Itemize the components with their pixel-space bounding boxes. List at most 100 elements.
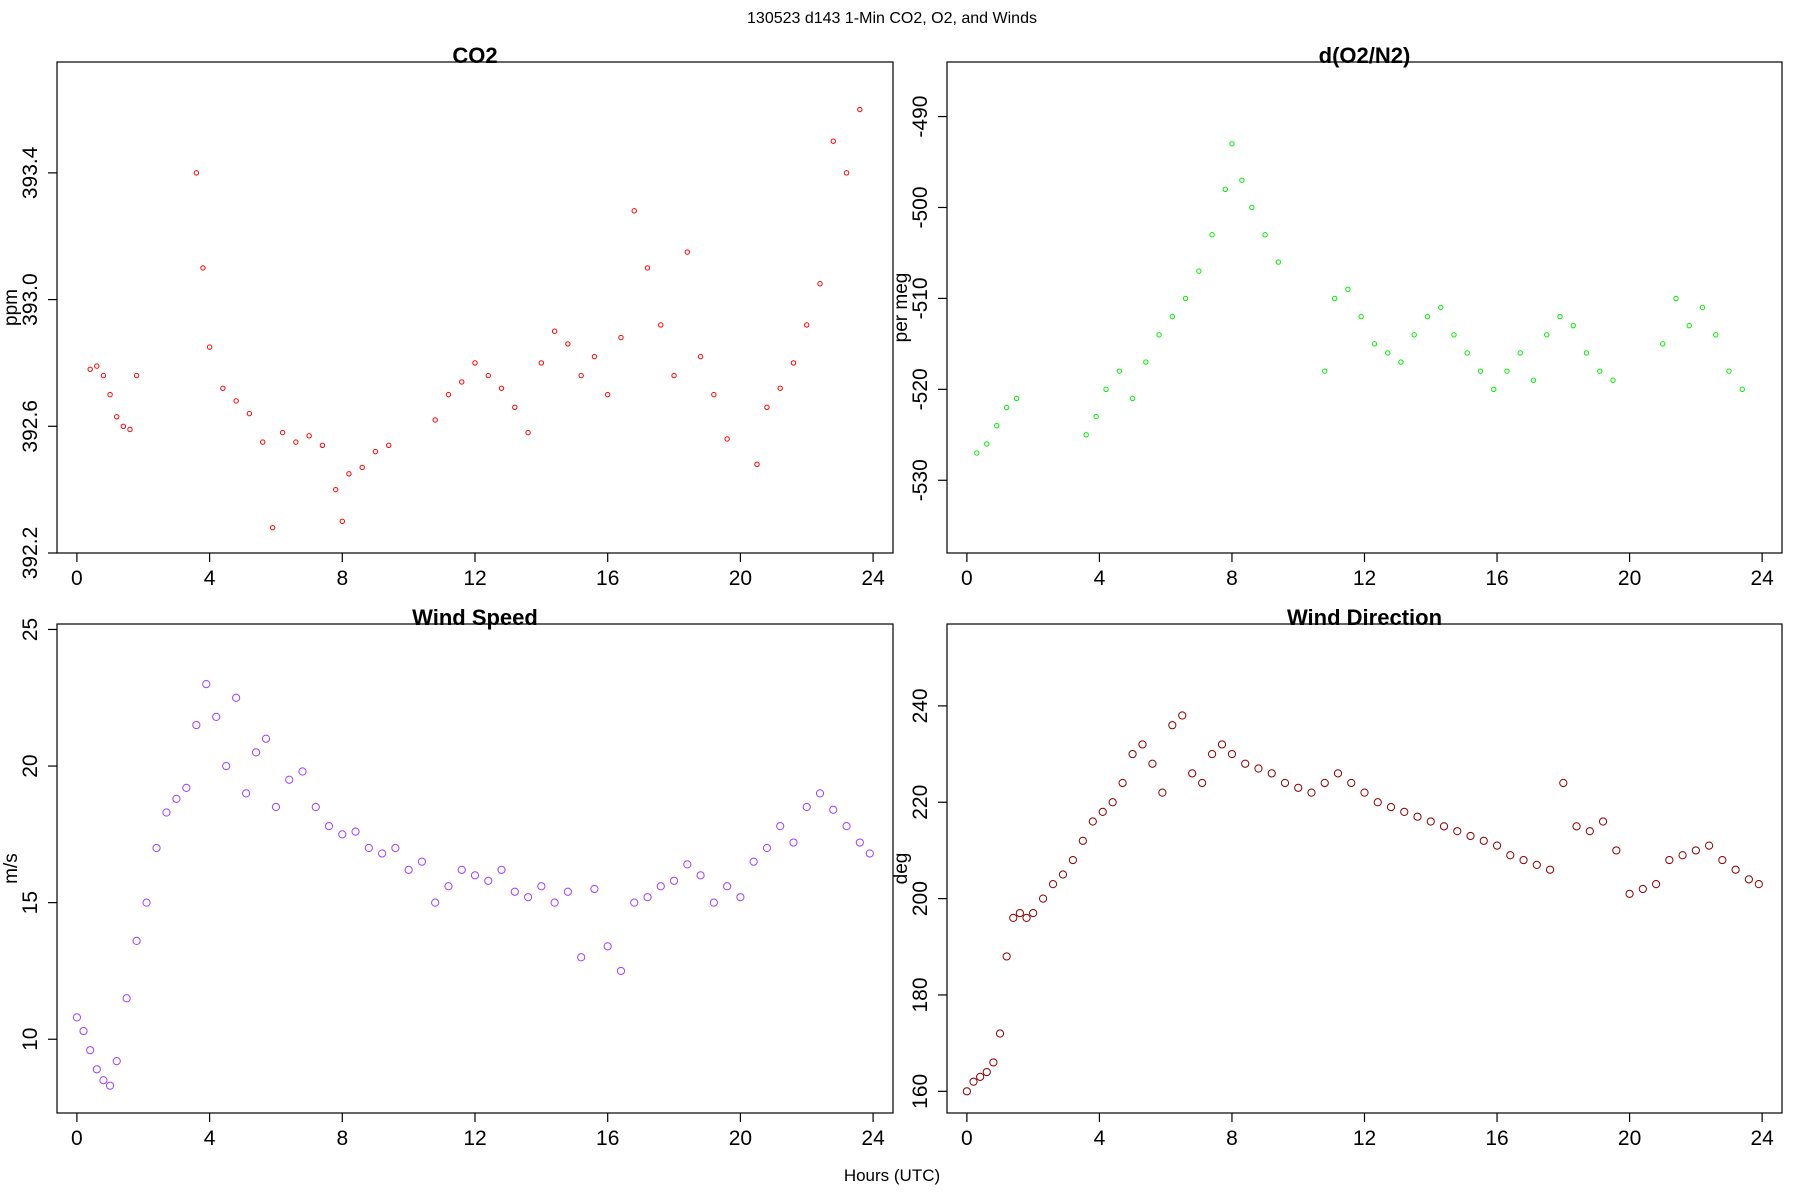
wind_dir-point [1612,846,1621,855]
o2-ylabel: per meg [891,273,912,343]
wind_speed-point [182,783,191,793]
wind_speed-point [736,893,745,902]
co2-point [107,391,113,398]
wind_dir-point [1227,749,1237,759]
wind_speed-point [590,884,599,894]
wind_speed-point [855,838,864,847]
figure-title: 130523 d143 1-Min CO2, O2, and Winds [747,10,1037,27]
wind_dir-point [1691,846,1700,855]
wind_speed-point [484,876,493,885]
wind_dir-point [1241,759,1250,768]
wind_speed-point [72,1013,82,1022]
wind_dir-point [1307,788,1316,797]
wind_dir-point [1413,812,1422,821]
wind_speed-point [298,767,307,776]
co2-ylabel: ppm [1,289,22,326]
co2-point [306,433,312,439]
o2-point [1491,386,1497,393]
wind_dir-xtick-label: 4 [1094,1127,1106,1150]
wind_dir-point [982,1067,991,1077]
wind_speed-ylabel: m/s [1,853,22,884]
wind_dir-xtick-label: 20 [1618,1127,1641,1150]
wind_speed-point [563,887,572,896]
o2-point [1003,404,1010,411]
o2-xtick-label: 0 [961,567,973,590]
wind_speed-point [577,953,586,962]
co2-point [246,410,253,417]
o2-point [1169,313,1176,320]
wind_speed-point [523,893,533,902]
wind_dir-point [989,1058,998,1067]
co2-ytick-label: 392.2 [19,527,42,580]
co2-point [498,385,505,391]
wind_dir-point [1158,788,1167,797]
o2-point [1156,332,1162,338]
co2-point [538,360,545,366]
wind_speed-point [417,857,427,866]
co2-point [359,464,365,471]
wind_dir-point [962,1087,971,1096]
wind_speed-point [99,1076,108,1085]
wind_speed-point [122,994,131,1003]
o2-point [1093,413,1099,420]
wind_dir-point [1333,769,1343,778]
o2-point [1610,377,1616,383]
wind_dir-point [1559,778,1568,788]
wind_dir-point [1168,721,1177,730]
o2-point [1275,259,1282,265]
co2-plot-frame [56,61,894,554]
wind_dir-point [1038,894,1048,903]
co2-point [671,372,677,379]
co2-point [459,379,465,385]
co2-point [372,448,379,455]
wind_speed-point [829,805,838,814]
wind_speed-point [696,871,705,880]
wind_speed-point [351,827,360,836]
o2-point [1209,232,1215,238]
o2-xtick-label: 20 [1618,567,1641,590]
co2-point [319,442,326,448]
co2-point [206,344,213,350]
wind_speed-point [815,789,825,798]
wind_speed-point [550,898,559,907]
o2-point [1504,368,1510,374]
o2-xtick-label: 16 [1485,567,1508,590]
wind_dir-point [1048,880,1058,889]
wind_dir-point [1118,778,1127,788]
wind_speed-xtick-label: 8 [336,1127,348,1150]
wind_speed-point [324,822,334,831]
o2-point [1673,295,1679,302]
wind_dir-ytick-label: 160 [909,1074,932,1109]
co2-point [857,106,863,113]
wind_speed-ytick-label: 15 [19,891,42,914]
wind_speed-point [378,849,387,858]
o2-point [1345,286,1351,293]
co2-point [697,353,704,360]
wind_dir-point [1002,952,1011,961]
wind_speed-point [112,1056,121,1066]
o2-point [1424,313,1431,320]
wind_speed-point [391,843,400,853]
o2-point [974,450,980,456]
wind_dir-point [1178,711,1187,720]
co2-point [658,322,664,328]
wind_speed-point [162,808,171,817]
wind_dir-point [1744,875,1753,884]
o2-point [1371,341,1378,347]
o2-title: d(O2/N2) [1319,43,1411,68]
wind_speed-point [444,882,453,891]
o2-point [1583,350,1590,356]
wind_speed-point [79,1026,88,1036]
o2-point [1229,141,1235,147]
co2-point [830,138,836,144]
o2-point [1103,386,1109,393]
co2-point [618,334,624,341]
wind_dir-point [1078,836,1087,845]
wind_dir-point [1386,802,1396,812]
wind_speed-point [603,942,612,951]
o2-point [1182,295,1189,302]
wind_dir-point [1466,831,1475,841]
wind_dir-point [1705,841,1714,850]
wind_speed-point [172,794,181,803]
